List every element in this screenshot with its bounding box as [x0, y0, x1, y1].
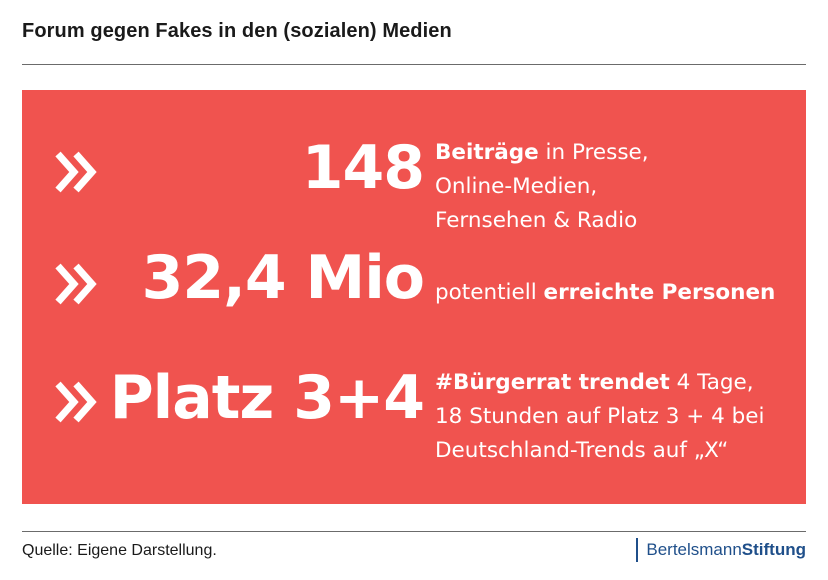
- source-note: Quelle: Eigene Darstellung.: [22, 542, 217, 559]
- stat-value: Platz 3+4: [109, 363, 425, 433]
- stat-description: #Bürgerrat trendet 4 Tage, 18 Stunden au…: [435, 366, 764, 468]
- bottom-divider: [22, 531, 806, 532]
- logo-text-part2: Stiftung: [741, 540, 806, 559]
- stat-description: potentiell erreichte Personen: [435, 276, 775, 310]
- stat-desc-text: Fernsehen & Radio: [435, 208, 638, 233]
- stat-desc-bold: Beiträge: [435, 140, 539, 165]
- stat-desc-bold: #Bürgerrat trendet: [435, 370, 670, 395]
- logo-bar: [636, 538, 639, 562]
- double-chevron-right-icon: [55, 151, 97, 193]
- double-chevron-right-icon: [55, 381, 97, 423]
- page-title: Forum gegen Fakes in den (sozialen) Medi…: [22, 20, 452, 42]
- stats-panel: 148 Beiträge in Presse, Online-Medien, F…: [22, 90, 806, 504]
- stat-value: 148: [301, 133, 425, 203]
- stat-desc-text: 18 Stunden auf Platz 3 + 4 bei: [435, 404, 765, 429]
- stat-desc-text: potentiell: [435, 280, 544, 305]
- stat-desc-bold: erreichte Personen: [543, 280, 776, 305]
- stat-desc-text: Online-Medien,: [435, 174, 598, 199]
- stat-desc-text: Deutschland-Trends auf „X“: [435, 438, 729, 463]
- double-chevron-right-icon: [55, 263, 97, 305]
- bertelsmann-stiftung-logo: Bertelsmann Stiftung: [636, 538, 806, 562]
- stat-value: 32,4 Mio: [141, 243, 425, 313]
- stat-description: Beiträge in Presse, Online-Medien, Ferns…: [435, 136, 649, 238]
- logo-text-part1: Bertelsmann: [646, 540, 742, 559]
- stat-desc-text: 4 Tage,: [669, 370, 754, 395]
- stat-desc-text: in Presse,: [538, 140, 649, 165]
- top-divider: [22, 64, 806, 65]
